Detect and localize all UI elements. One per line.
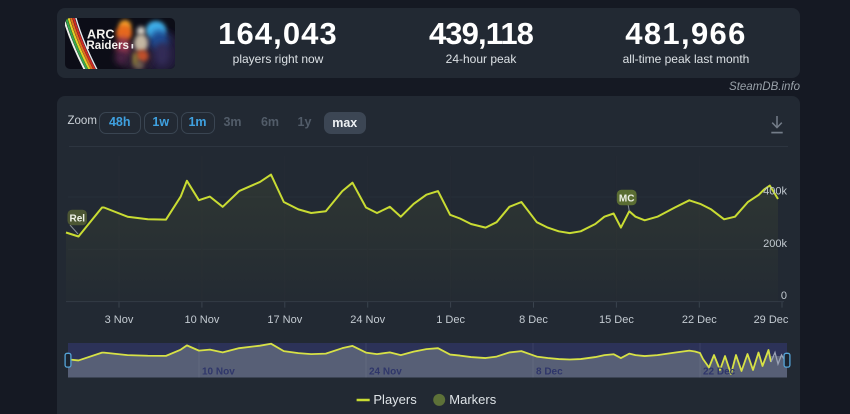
- svg-text:10 Nov: 10 Nov: [202, 367, 235, 378]
- svg-text:8 Dec: 8 Dec: [519, 314, 548, 326]
- svg-text:17 Nov: 17 Nov: [267, 314, 302, 326]
- svg-text:200k: 200k: [763, 238, 787, 250]
- svg-text:400k: 400k: [763, 186, 787, 198]
- svg-text:Players: Players: [373, 392, 417, 407]
- svg-text:0: 0: [781, 290, 787, 302]
- svg-text:29 Dec: 29 Dec: [754, 314, 789, 326]
- svg-text:10 Nov: 10 Nov: [184, 314, 219, 326]
- svg-text:Markers: Markers: [449, 392, 496, 407]
- svg-text:ARC: ARC: [87, 27, 115, 41]
- svg-text:8 Dec: 8 Dec: [536, 367, 563, 378]
- svg-text:Rel: Rel: [70, 213, 86, 224]
- svg-text:3 Nov: 3 Nov: [105, 314, 134, 326]
- svg-text:15 Dec: 15 Dec: [599, 314, 634, 326]
- svg-text:Raiders: Raiders: [86, 39, 129, 52]
- svg-text:22 Dec: 22 Dec: [703, 367, 736, 378]
- svg-text:1 Dec: 1 Dec: [436, 314, 465, 326]
- svg-text:22 Dec: 22 Dec: [682, 314, 717, 326]
- svg-text:MC: MC: [619, 193, 635, 204]
- svg-text:24 Nov: 24 Nov: [369, 367, 402, 378]
- svg-text:24 Nov: 24 Nov: [350, 314, 385, 326]
